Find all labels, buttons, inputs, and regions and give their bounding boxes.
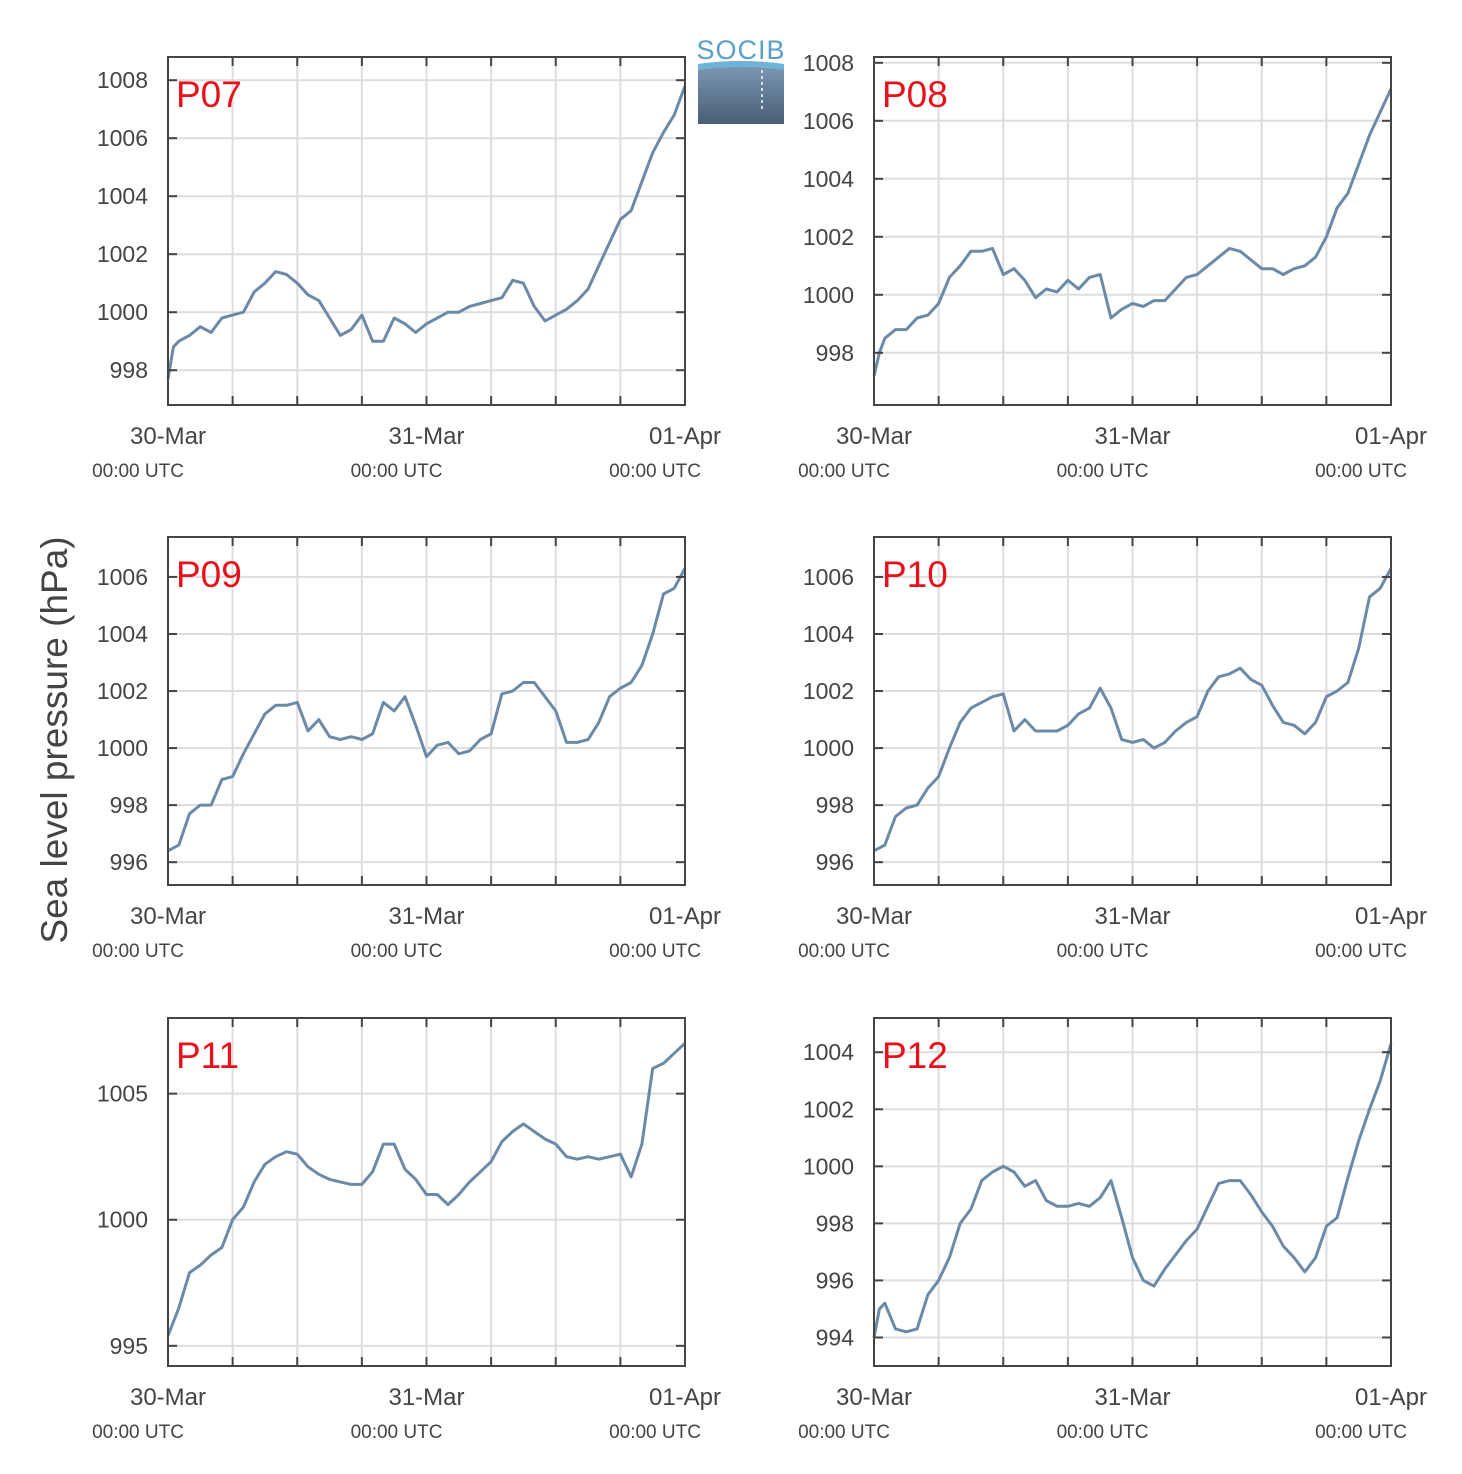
x-tick-sublabel: 00:00 UTC	[609, 1422, 701, 1443]
y-tick-label: 1004	[97, 621, 148, 647]
station-label: P08	[882, 74, 948, 115]
series-line	[873, 567, 1393, 853]
x-tick-label: 01-Apr	[649, 1384, 721, 1411]
x-tick-sublabel: 00:00 UTC	[1315, 941, 1407, 962]
y-tick-label: 1004	[803, 621, 854, 647]
x-tick-label: 01-Apr	[649, 903, 721, 930]
y-tick-label: 998	[816, 792, 854, 818]
x-tick-label: 31-Mar	[388, 423, 464, 450]
y-tick-label: 996	[110, 849, 148, 875]
y-tick-label: 995	[110, 1333, 148, 1359]
panel-p07: 998 1000 1002 1004 1006 1008 30-Mar 00:00 UTC 31…	[92, 56, 721, 482]
y-tick-label: 1000	[97, 735, 148, 761]
x-tick-label: 30-Mar	[130, 423, 206, 450]
x-tick-sublabel: 00:00 UTC	[1315, 1422, 1407, 1443]
x-tick-label: 01-Apr	[649, 423, 721, 450]
station-label: P09	[176, 554, 242, 595]
y-tick-label: 1006	[97, 564, 148, 590]
x-tick-label: 01-Apr	[1355, 903, 1427, 930]
x-tick-sublabel: 00:00 UTC	[351, 461, 443, 482]
station-label: P07	[176, 74, 242, 115]
y-tick-label: 1008	[803, 50, 854, 76]
x-tick-sublabel: 00:00 UTC	[798, 461, 890, 482]
x-tick-label: 31-Mar	[388, 1384, 464, 1411]
x-tick-label: 30-Mar	[836, 423, 912, 450]
x-tick-label: 30-Mar	[836, 1384, 912, 1411]
y-tick-label: 1005	[97, 1081, 148, 1107]
y-tick-label: 1006	[803, 108, 854, 134]
y-tick-label: 1002	[803, 1096, 854, 1122]
panel-p08: 998 1000 1002 1004 1006 1008 30-Mar 00:00 UTC 31…	[798, 50, 1427, 482]
y-tick-label: 1000	[97, 1207, 148, 1233]
y-tick-label: 1006	[97, 125, 148, 151]
y-tick-label: 998	[110, 792, 148, 818]
x-tick-sublabel: 00:00 UTC	[351, 1422, 443, 1443]
y-tick-label: 1002	[803, 678, 854, 704]
x-tick-label: 31-Mar	[388, 903, 464, 930]
x-tick-label: 01-Apr	[1355, 423, 1427, 450]
x-tick-sublabel: 00:00 UTC	[798, 1422, 890, 1443]
x-tick-sublabel: 00:00 UTC	[609, 461, 701, 482]
station-label: P10	[882, 554, 948, 595]
series-line	[872, 88, 1393, 377]
panel-p11: 995 1000 1005 30-Mar 00:00 UTC 31-Mar 00:00 UT…	[92, 1017, 721, 1443]
y-tick-label: 994	[816, 1324, 855, 1350]
y-tick-label: 1000	[803, 1153, 854, 1179]
panel-p10: 996 998 1000 1002 1004 1006 30-Mar 00:00 UTC 31-…	[798, 536, 1427, 962]
x-tick-label: 31-Mar	[1094, 903, 1170, 930]
x-tick-label: 30-Mar	[130, 903, 206, 930]
y-tick-label: 998	[110, 357, 148, 383]
y-tick-label: 998	[816, 1210, 854, 1236]
x-tick-sublabel: 00:00 UTC	[92, 1422, 184, 1443]
panel-p12: 994 996 998 1000 1002 1004 30-Mar 00:00 UTC 31-M…	[798, 1017, 1427, 1443]
y-tick-label: 1000	[97, 299, 148, 325]
y-tick-label: 1002	[97, 678, 148, 704]
x-tick-sublabel: 00:00 UTC	[92, 461, 184, 482]
y-tick-label: 998	[816, 340, 854, 366]
y-axis-label: Sea level pressure (hPa)	[34, 536, 75, 943]
series-line	[166, 1042, 687, 1337]
x-tick-sublabel: 00:00 UTC	[92, 941, 184, 962]
socib-logo: SOCIB	[696, 35, 785, 124]
station-label: P11	[176, 1035, 239, 1076]
y-tick-label: 1000	[803, 282, 854, 308]
x-tick-sublabel: 00:00 UTC	[1057, 461, 1149, 482]
y-tick-label: 1000	[803, 735, 854, 761]
x-tick-label: 31-Mar	[1094, 1384, 1170, 1411]
y-tick-label: 996	[816, 849, 854, 875]
y-tick-label: 1002	[803, 224, 854, 250]
y-tick-label: 1002	[97, 241, 148, 267]
x-tick-sublabel: 00:00 UTC	[798, 941, 890, 962]
x-tick-sublabel: 00:00 UTC	[351, 941, 443, 962]
x-tick-label: 30-Mar	[130, 1384, 206, 1411]
series-line	[166, 85, 687, 380]
series-line	[872, 1043, 1393, 1338]
x-tick-sublabel: 00:00 UTC	[1057, 941, 1149, 962]
station-label: P12	[882, 1035, 948, 1076]
panel-p09: 996 998 1000 1002 1004 1006 30-Mar 00:00 UTC 31-…	[92, 536, 721, 962]
socib-logo-text: SOCIB	[696, 35, 785, 65]
x-tick-label: 31-Mar	[1094, 423, 1170, 450]
x-tick-sublabel: 00:00 UTC	[1315, 461, 1407, 482]
x-tick-sublabel: 00:00 UTC	[609, 941, 701, 962]
y-tick-label: 996	[816, 1267, 854, 1293]
x-tick-label: 30-Mar	[836, 903, 912, 930]
y-tick-label: 1006	[803, 564, 854, 590]
x-tick-sublabel: 00:00 UTC	[1057, 1422, 1149, 1443]
y-tick-label: 1004	[803, 166, 854, 192]
y-tick-label: 1004	[803, 1039, 854, 1065]
series-line	[167, 567, 687, 853]
x-tick-label: 01-Apr	[1355, 1384, 1427, 1411]
y-tick-label: 1008	[97, 67, 148, 93]
y-tick-label: 1004	[97, 183, 148, 209]
